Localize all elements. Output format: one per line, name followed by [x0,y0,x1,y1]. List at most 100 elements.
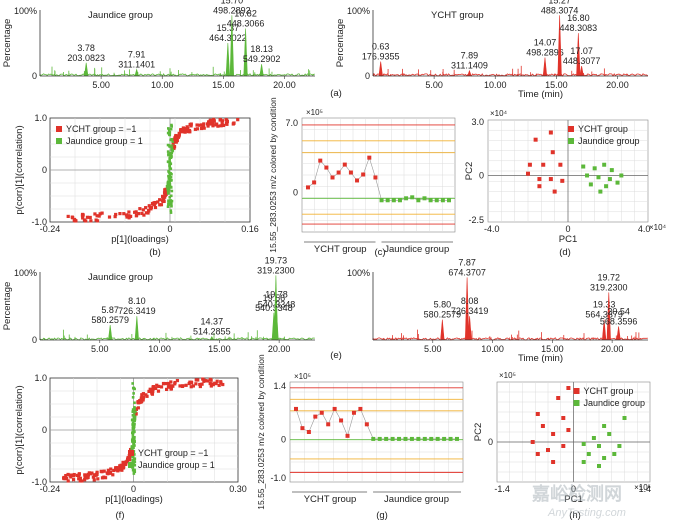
ycht-point [98,212,102,216]
jaundice-point [602,424,607,428]
ycht-point [161,381,166,386]
ycht-point [149,389,153,393]
ycht-point [184,383,188,387]
ycht-point [114,212,118,217]
ycht-point [300,426,305,431]
ycht-point [181,126,185,130]
ycht-point [111,473,115,477]
peak-label-mz: 580.2579 [424,310,462,320]
jaundice-point [602,162,607,167]
ycht-point [161,197,165,202]
jaundice-point [166,160,170,163]
legend-swatch [573,388,580,394]
x-tick-label: 10.00 [151,80,174,90]
y-exponent-label: ×10⁵ [499,371,516,380]
ycht-point [133,210,137,214]
jaundice-point [168,144,171,147]
jaundice-point [403,436,408,441]
jaundice-point [168,176,171,180]
chromatogram-title: Jaundice group [88,272,153,283]
ycht-point [527,162,532,167]
ycht-point [72,474,76,478]
jaundice-point [131,408,135,411]
chromatogram-peak [108,325,113,341]
ycht-point [185,125,189,129]
peak-label-time: 18.13 [250,44,273,54]
peak-label-mz: 203.0823 [67,53,105,63]
ycht-point [342,162,347,167]
y-tick-label: 1.4 [273,381,286,391]
ycht-point [109,467,113,471]
jaundice-point [416,436,421,441]
peak-label-mz: 498.2892 [213,5,251,15]
y-tick-label: 0 [293,187,298,197]
chromatogram-peak [602,319,607,341]
ycht-point [139,400,144,404]
ycht-point [218,118,222,122]
ycht-point [136,400,140,404]
jaundice-point [169,199,172,202]
y-tick-label: -1.0 [31,217,47,227]
ycht-point [209,384,213,388]
jaundice-point [422,196,427,201]
chromatogram-peak [378,61,383,77]
ycht-point [209,122,213,126]
y-tick-label: 100% [14,268,37,278]
panel-label: (c) [374,247,385,258]
peak-label-time: 15.27 [548,0,571,5]
jaundice-point [133,468,136,472]
ycht-point [221,382,225,387]
peak-label-mz: 564.3379 [585,310,623,320]
ycht-point [197,123,202,127]
y-tick-label: 0 [42,165,47,175]
ycht-point [71,478,76,482]
ycht-point [526,171,530,176]
ycht-point [183,130,187,134]
chromatogram-peak [229,15,234,77]
ycht-point [148,387,152,391]
jaundice-point [602,456,607,460]
y-tick-label: 0 [488,437,493,447]
ycht-point [535,452,540,456]
x-tick-label: -1.4 [494,484,510,494]
jaundice-point [597,444,601,448]
ycht-point [236,118,240,122]
jaundice-point [133,407,136,411]
jaundice-point [428,198,433,203]
jaundice-point [615,180,620,185]
x-exponent-label: ×10⁵ [634,483,651,492]
ycht-point [112,468,116,473]
jaundice-point [166,189,170,193]
jaundice-point [133,444,136,447]
x-tick-label: 4.0 [638,224,651,234]
ycht-point [550,150,555,155]
y-tick-label: -1.0 [270,473,286,483]
peak-label-mz: 726.3419 [451,306,489,316]
peak-label-mz: 498.2896 [526,48,564,58]
ycht-point [211,121,215,125]
y-tick-label: 100% [14,6,37,16]
legend-label: YCHT group = −1 [138,448,208,458]
ycht-point [77,473,81,477]
legend-swatch [128,462,134,468]
jaundice-point [371,436,376,441]
ycht-point [147,209,151,213]
ycht-point [113,215,117,219]
jaundice-point [132,438,136,442]
splot-f: -0.24 0 0.30 1.0 0 -1.0 p[1](loadings) p(corr)[… [14,373,247,521]
jaundice-point [169,176,173,179]
pca-h: -1.4 0 1.4 0 ×10⁵ ×10⁵ PC1 PC2 YCHT group Jaundic… [473,371,651,521]
ycht-point [160,194,165,198]
x-tick-label: 5.00 [92,80,110,90]
trend-c: 7.0 0 ×10⁵ YCHT group Jaundice group 15.55_28… [268,97,456,258]
y-axis-label: PC2 [464,162,475,180]
jaundice-point [168,173,172,177]
jaundice-point [131,427,135,430]
jaundice-point [385,198,390,203]
ycht-point [358,406,363,411]
panel-label: (f) [116,510,125,521]
y-tick-label: 0 [281,435,286,445]
x-tick-label: 10.00 [481,344,504,354]
watermark: 嘉峪检测网 AnyTesting.com [531,483,626,519]
